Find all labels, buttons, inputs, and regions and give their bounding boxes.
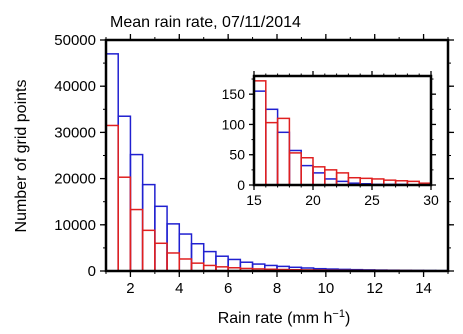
x-tick-label: 14 [415,280,432,297]
y-tick-label: 40000 [54,78,96,95]
x-tick-label: 6 [224,280,232,297]
x-tick-label: 20 [305,192,321,208]
y-tick-label: 50 [229,147,245,163]
x-tick-label: 2 [126,280,134,297]
x-tick-label: 25 [364,192,380,208]
plot-area [254,76,431,185]
y-tick-label: 150 [222,86,246,102]
y-tick-label: 0 [237,177,245,193]
x-tick-label: 8 [273,280,281,297]
x-tick-label: 12 [366,280,383,297]
x-tick-label: 4 [175,280,183,297]
x-tick-label: 10 [318,280,335,297]
y-tick-label: 100 [222,116,246,132]
y-tick-label: 50000 [54,32,96,49]
x-tick-label: 15 [246,192,262,208]
y-tick-label: 0 [88,263,96,280]
y-axis-title: Number of grid points [13,80,30,233]
y-tick-label: 10000 [54,217,96,234]
x-axis-title: Rain rate (mm h−1) [218,308,351,327]
y-tick-label: 30000 [54,124,96,141]
y-tick-label: 20000 [54,171,96,188]
x-tick-label: 30 [423,192,439,208]
chart-title: Mean rain rate, 07/11/2014 [110,14,301,31]
